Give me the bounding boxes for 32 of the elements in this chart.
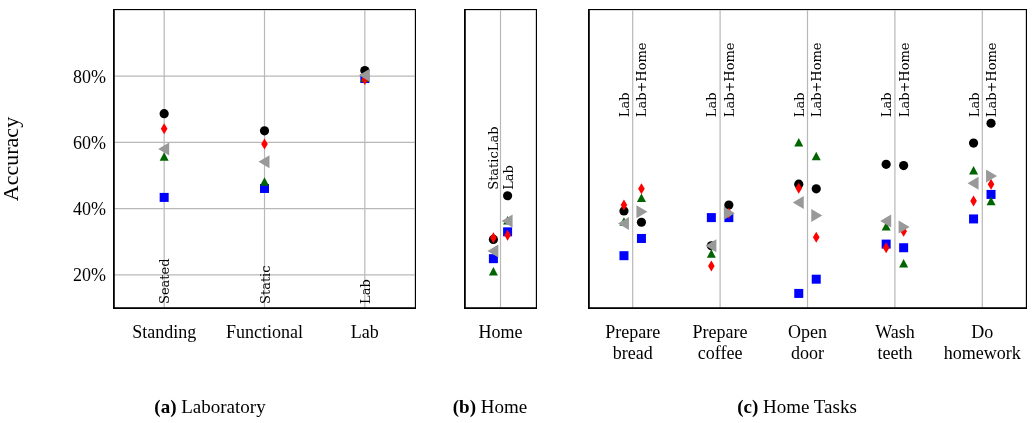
annotation: Seated	[157, 258, 173, 304]
x-tick-label: Standing	[132, 322, 197, 343]
annotation: Lab	[966, 92, 982, 118]
annotation: Lab+Home	[721, 42, 737, 118]
annotation: Lab	[616, 92, 632, 118]
x-tick-label: Prepare coffee	[692, 322, 748, 363]
annotation: Lab+Home	[896, 42, 912, 118]
y-tick-label: 20%	[73, 265, 106, 286]
annotation: Lab	[704, 92, 720, 118]
text: (b) Home	[451, 396, 529, 418]
x-tick-label: Prepare bread	[605, 322, 661, 363]
x-tick-label: Functional	[226, 322, 303, 343]
annotation: Lab+Home	[809, 42, 825, 118]
y-tick-label: 40%	[73, 199, 106, 220]
annotation: Lab+Home	[634, 42, 650, 118]
y-tick-label: 80%	[73, 66, 106, 87]
x-tick-label: Home	[478, 322, 523, 343]
text: (a) Laboratory	[153, 396, 267, 418]
annotation: Static	[257, 265, 273, 304]
annotation: Lab+Home	[984, 42, 1000, 118]
x-tick-label: Do homework	[943, 322, 1021, 363]
x-tick-label: Open door	[788, 322, 827, 363]
annotation: Lab	[879, 92, 895, 118]
y-tick-label: 60%	[73, 132, 106, 153]
x-tick-label: Wash teeth	[875, 322, 915, 363]
x-tick-label: Lab	[350, 322, 379, 343]
annotation: Lab	[791, 92, 807, 118]
text: (c) Home Tasks	[736, 396, 858, 418]
y-axis-title: Accuracy	[0, 116, 23, 202]
annotation: Lab	[500, 165, 516, 190]
annotation: StaticLab	[486, 126, 502, 190]
annotation: Lab	[357, 279, 373, 304]
